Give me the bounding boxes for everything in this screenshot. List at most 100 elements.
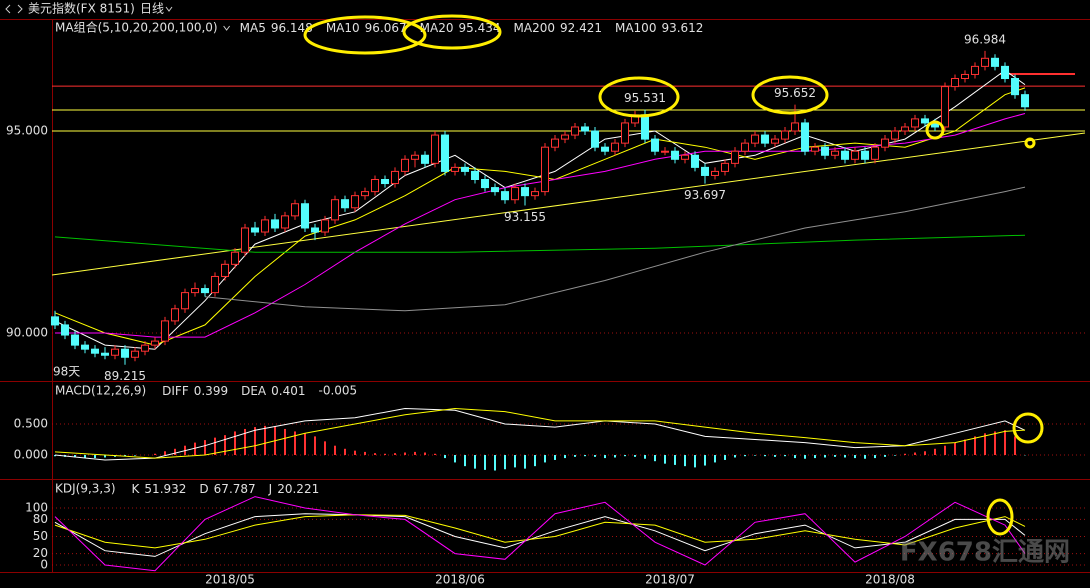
- candle-body: [641, 114, 649, 140]
- y-tick-label: 20: [33, 546, 48, 560]
- candle-body: [571, 126, 579, 136]
- candle-body: [581, 126, 589, 132]
- y-tick-label: 100: [25, 501, 48, 515]
- candle-body: [1011, 77, 1019, 96]
- highlight-circle: [598, 76, 680, 118]
- legend-name: K: [132, 482, 141, 496]
- legend-name: J: [268, 482, 273, 496]
- watermark: FX678汇通网: [900, 538, 1070, 568]
- legend-name: D: [199, 482, 208, 496]
- candle-body: [881, 138, 889, 148]
- x-tick-label: 2018/08: [865, 573, 915, 587]
- period-selector[interactable]: 日线: [140, 2, 164, 16]
- marks: 90.000 95.000 96.984 95.531 95.652 93.155 93.6…: [6, 20, 1085, 587]
- candle-body: [651, 138, 659, 152]
- candle-body: [51, 316, 59, 326]
- candle-body: [801, 122, 809, 152]
- candle-body: [861, 150, 869, 160]
- candle-body: [411, 154, 419, 160]
- highlight-circle: [1012, 412, 1044, 444]
- candle-body: [141, 344, 149, 352]
- panel-title: KDJ(9,3,3): [55, 482, 116, 496]
- candle-body: [281, 215, 289, 229]
- indicator-line: [54, 407, 1026, 459]
- candle-body: [161, 320, 169, 342]
- candle-body: [671, 150, 679, 160]
- nav-arrows[interactable]: [5, 4, 23, 14]
- dropdown-icon[interactable]: [165, 6, 173, 12]
- candle-body: [191, 288, 199, 294]
- candle-body: [851, 150, 859, 160]
- y-tick-label: 0: [40, 557, 48, 571]
- highlight-circle: [303, 15, 427, 55]
- candle-body: [421, 154, 429, 164]
- candle-body: [781, 130, 789, 140]
- legend-entry: MA10 96.067: [326, 21, 407, 35]
- candle-body: [481, 178, 489, 189]
- candle-body: [951, 77, 959, 88]
- candle-body: [741, 142, 749, 152]
- candle-body: [751, 134, 759, 144]
- candle-body: [731, 150, 739, 164]
- candle-body: [81, 344, 89, 350]
- legend-value: -0.005: [318, 384, 357, 398]
- candle-body: [391, 170, 399, 185]
- legend-entry: J 20.221: [268, 482, 320, 496]
- candle-body: [521, 187, 529, 197]
- price-annotation: 93.697: [684, 188, 726, 202]
- candle-body: [461, 166, 469, 172]
- candle-body: [351, 195, 359, 209]
- candle-body: [71, 334, 79, 346]
- legend-value: 51.932: [144, 482, 186, 496]
- candle-body: [221, 263, 229, 277]
- legend-name: MA100: [615, 21, 656, 35]
- legend-entry: MA20 95.434: [420, 21, 501, 35]
- highlight-circle: [751, 75, 829, 115]
- candle-body: [431, 134, 439, 164]
- highlight-circle: [402, 14, 502, 50]
- candle-body: [511, 187, 519, 201]
- candle-body: [941, 86, 949, 128]
- legend-value: 93.612: [661, 21, 703, 35]
- candle-body: [691, 154, 699, 168]
- legend-value: 95.434: [459, 21, 501, 35]
- candle-body: [501, 191, 509, 201]
- candle-body: [791, 122, 799, 132]
- highlight-circles: [303, 14, 1044, 536]
- candle-body: [151, 340, 159, 346]
- indicator-line: [54, 234, 1026, 253]
- candle-body: [341, 199, 349, 209]
- candle-body: [361, 191, 369, 197]
- candle-body: [611, 142, 619, 152]
- candle-body: [181, 292, 189, 310]
- candle-body: [871, 146, 879, 160]
- legend-entry: K 51.932: [132, 482, 187, 496]
- legend-value: 96.148: [271, 21, 313, 35]
- candle-body: [451, 166, 459, 172]
- candle-body: [371, 178, 379, 193]
- legend-value: 96.067: [365, 21, 407, 35]
- candle-body: [111, 348, 119, 356]
- y-tick-label: 0.000: [14, 447, 48, 461]
- indicator-line: [204, 186, 1026, 312]
- legend-name: MA20: [420, 21, 454, 35]
- candle-body: [531, 191, 539, 197]
- candle-body: [251, 227, 259, 233]
- candle-body: [331, 199, 339, 221]
- candle-body: [301, 203, 309, 229]
- candle-body: [561, 134, 569, 140]
- price-annotation: 95.652: [774, 86, 816, 100]
- candle-body: [811, 146, 819, 152]
- candle-body: [601, 146, 609, 152]
- candle-body: [231, 251, 239, 265]
- legend-name: DEA: [241, 384, 267, 398]
- candle-body: [551, 138, 559, 148]
- legend-value: 0.401: [271, 384, 305, 398]
- candle-body: [441, 134, 449, 172]
- candle-body: [821, 146, 829, 156]
- legend-value: 20.221: [277, 482, 319, 496]
- y-tick-label: 50: [33, 529, 48, 543]
- candle-body: [591, 130, 599, 148]
- y-tick-label: 80: [33, 512, 48, 526]
- legend-entry: DEA 0.401: [241, 384, 305, 398]
